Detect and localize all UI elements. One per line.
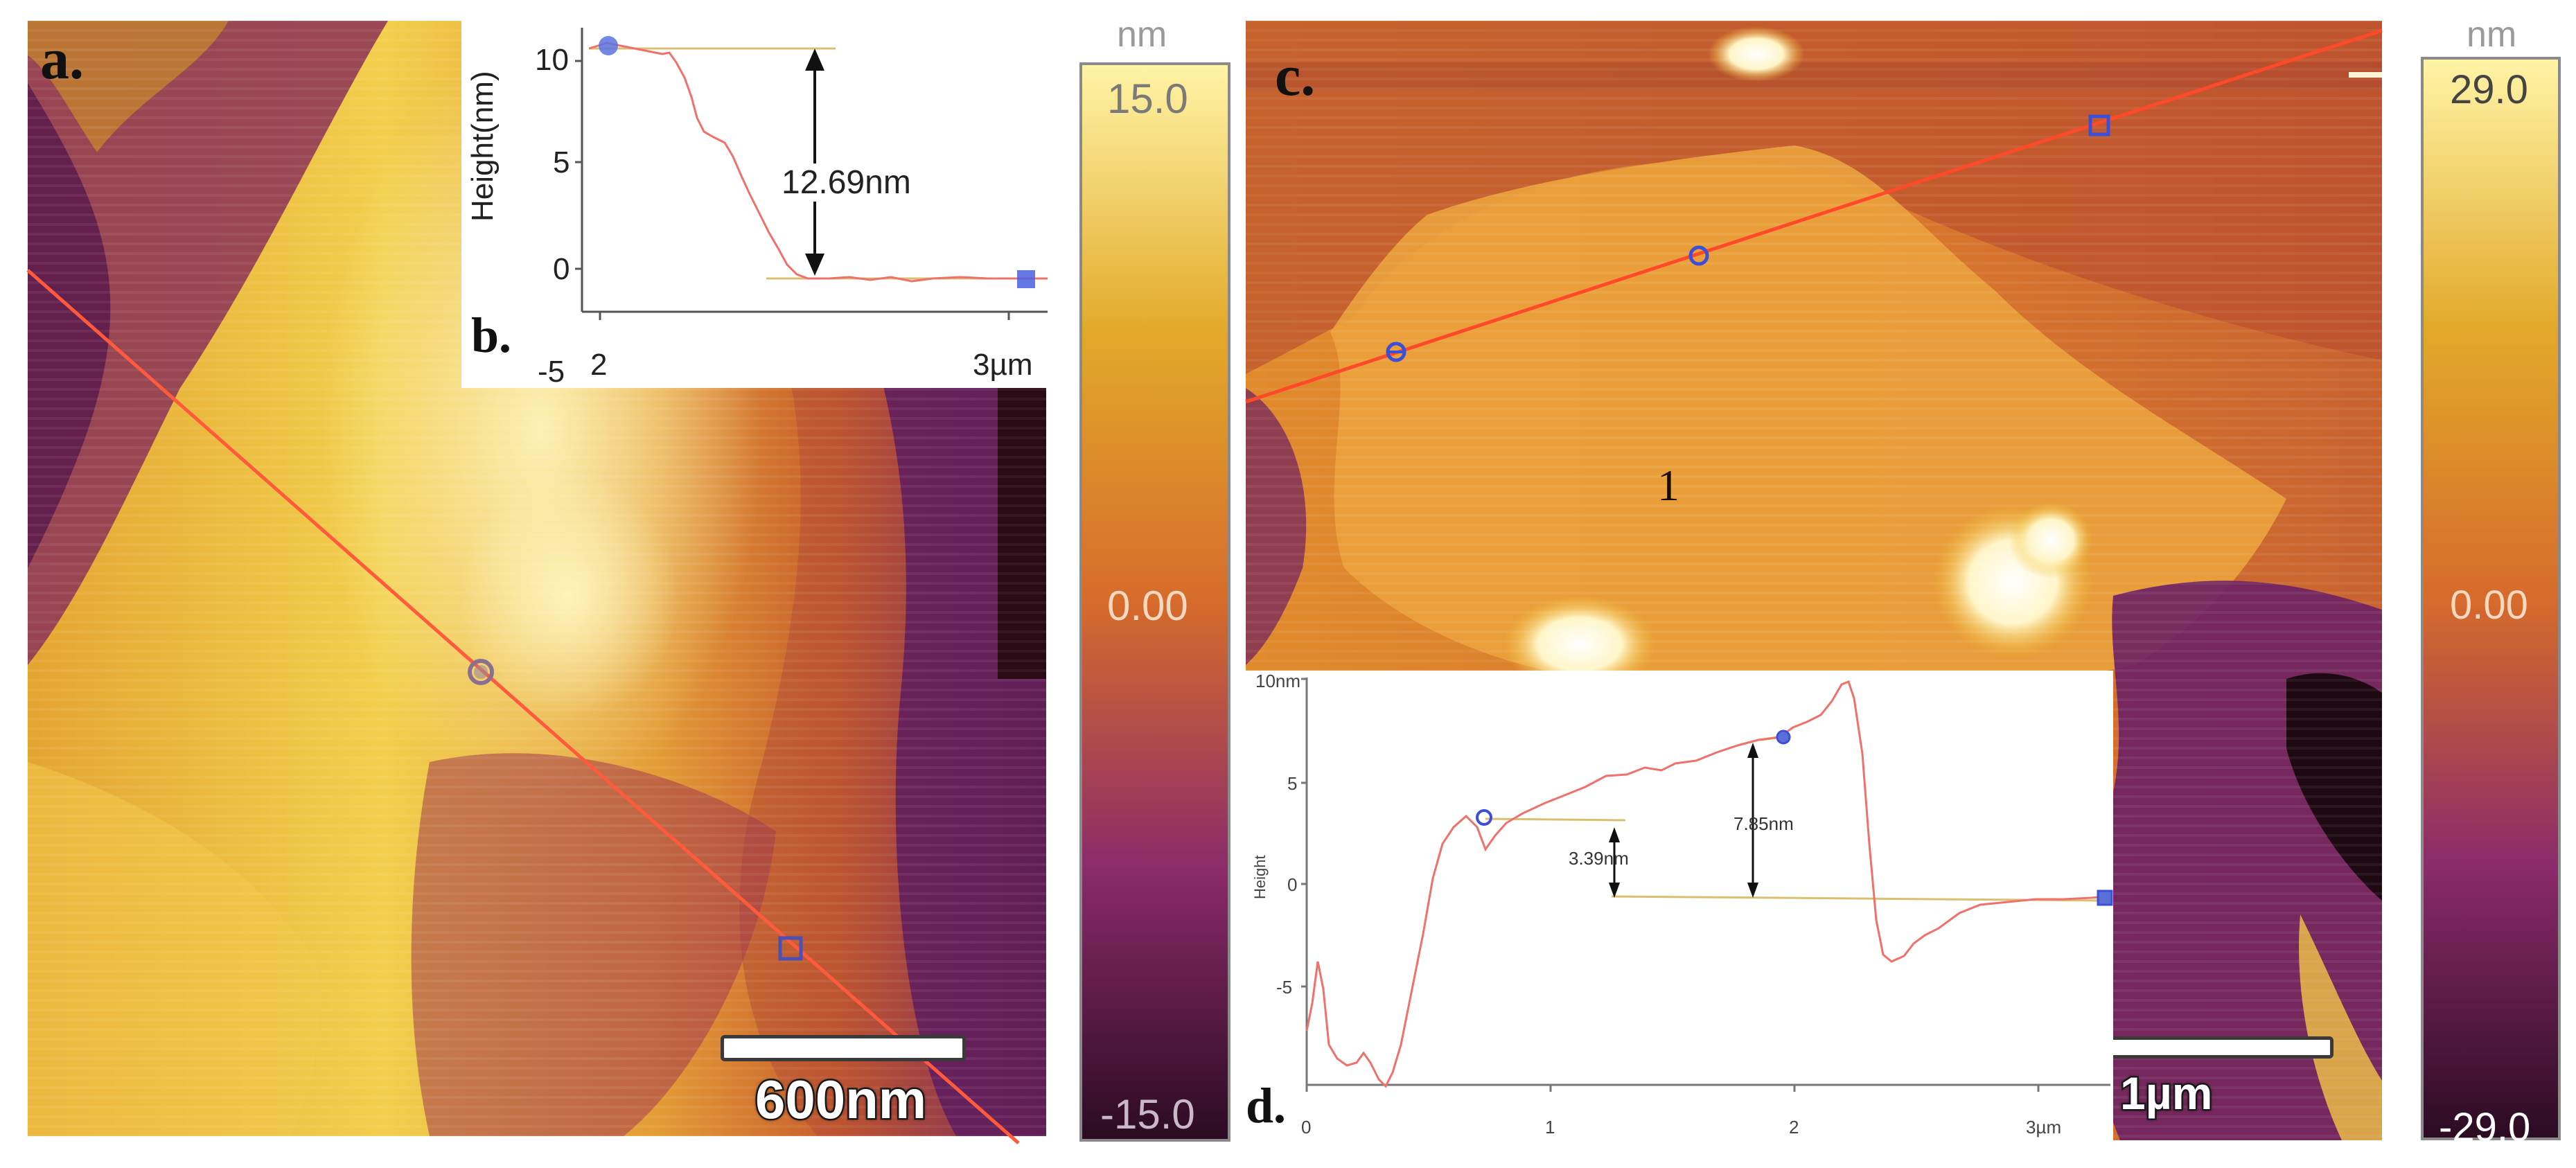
scalebar-label-a: 600nm (753, 1068, 928, 1132)
inset-b-ytick-0: 0 (553, 252, 570, 286)
inset-d-ylabel: Height (1251, 855, 1269, 899)
scalebar-c (2092, 1036, 2334, 1059)
inset-d-ytick-neg5: -5 (1276, 977, 1293, 998)
panel-label-c: c. (1275, 44, 1316, 108)
inset-d-xtick-3um: 3µm (2026, 1117, 2062, 1138)
profile-d-marker-1 (1476, 809, 1492, 826)
colorbar-c-max: 29.0 (2450, 67, 2528, 112)
profile-line-a (26, 269, 1020, 1144)
profile-marker-a-mid (468, 659, 494, 685)
colorbar-a-min: -15.0 (1100, 1091, 1195, 1138)
region-label-1: 1 (1657, 461, 1679, 510)
inset-b-ylabel: Height(nm) (466, 71, 500, 222)
colorbar-c (2421, 57, 2561, 1140)
profile-chart-d (1301, 678, 2113, 1092)
inset-d-ytick-10nm: 10nm (1255, 671, 1301, 691)
colorbar-a-mid: 0.00 (1107, 583, 1188, 629)
profile-b-marker-end (1017, 270, 1035, 288)
profile-marker-c-3 (2088, 114, 2110, 136)
inset-b-ytick-5: 5 (553, 145, 570, 179)
inset-d-xtick-1: 1 (1545, 1117, 1555, 1138)
colorbar-a-max: 15.0 (1107, 76, 1188, 122)
profile-marker-c-1 (1386, 342, 1406, 362)
panel-label-b: b. (471, 308, 512, 363)
inset-profile-d: Height 10nm 5 0 -5 0 1 2 3µm 3.39nm 7.85… (1246, 671, 2113, 1140)
inset-b-ytick-neg5: -5 (538, 355, 565, 388)
colorbar-a-unit: nm (1117, 15, 1167, 55)
colorbar-c-unit: nm (2467, 15, 2517, 55)
colorbar-c-min: -29.0 (2439, 1105, 2531, 1150)
scalebar-label-c: 1µm (2118, 1066, 2214, 1121)
colorbar-c-mid: 0.00 (2450, 583, 2528, 628)
inset-d-xtick-2: 2 (1789, 1117, 1799, 1138)
profile-d-marker-3 (2097, 890, 2113, 906)
inset-b-ytick-10: 10 (535, 43, 569, 77)
scalebar-a (721, 1035, 966, 1061)
profile-b-marker-start (599, 36, 618, 55)
inset-d-ytick-0: 0 (1287, 874, 1298, 895)
profile-line-c (1245, 28, 2383, 404)
inset-d-ytick-5: 5 (1287, 773, 1298, 794)
profile-marker-a-end (778, 936, 803, 961)
inset-d-step2-label: 7.85nm (1733, 813, 1794, 834)
panel-label-d: d. (1246, 1078, 1287, 1133)
profile-chart-b (575, 28, 1048, 320)
inset-profile-b: Height(nm) 10 5 0 -5 2 3µm 12.69nm b. (461, 21, 1050, 388)
inset-b-step-label: 12.69nm (779, 163, 914, 202)
profile-d-marker-2 (1776, 729, 1791, 745)
panel-label-a: a. (40, 27, 84, 91)
inset-d-step1-label: 3.39nm (1569, 848, 1629, 869)
profile-marker-c-2 (1688, 245, 1709, 266)
inset-b-xtick-2: 2 (590, 348, 608, 382)
colorbar-a (1079, 62, 1230, 1142)
inset-b-xtick-3um: 3µm (973, 348, 1033, 382)
inset-d-xtick-0: 0 (1301, 1117, 1312, 1138)
